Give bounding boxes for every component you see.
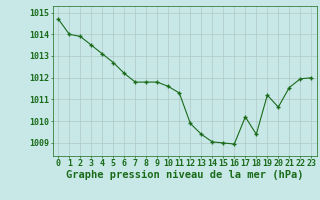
X-axis label: Graphe pression niveau de la mer (hPa): Graphe pression niveau de la mer (hPa) — [66, 170, 304, 180]
